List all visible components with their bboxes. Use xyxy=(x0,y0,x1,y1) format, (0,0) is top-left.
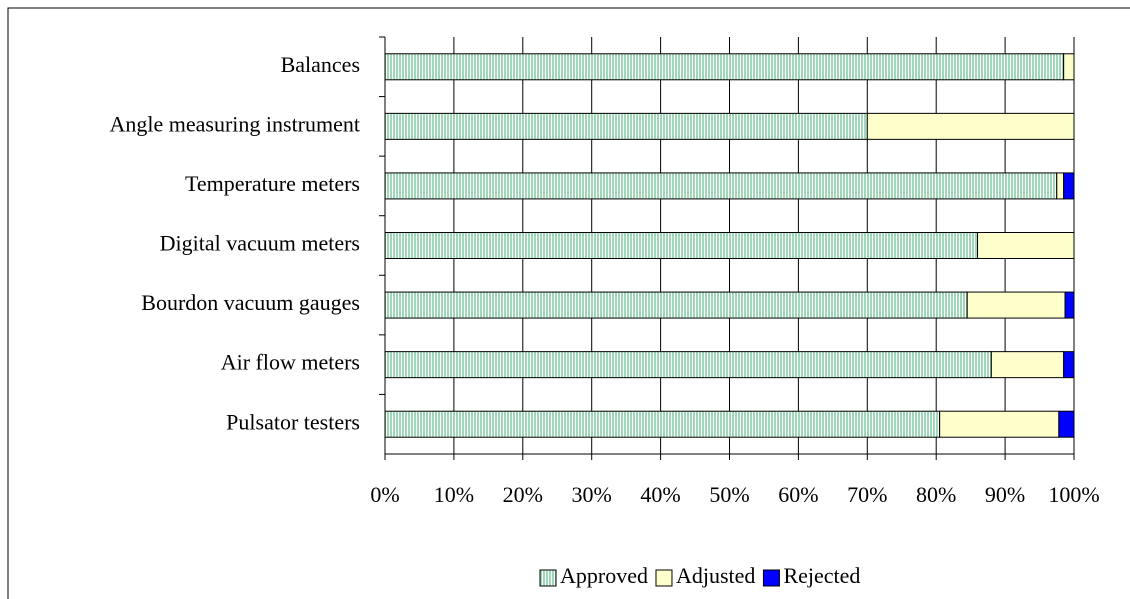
bar-segment xyxy=(1063,172,1075,200)
bar-segment xyxy=(384,351,992,379)
bar-segment xyxy=(866,112,1075,140)
bar-segment xyxy=(384,291,968,319)
y-tick-label: Balances xyxy=(281,52,360,77)
x-tick-label: 10% xyxy=(434,482,474,507)
y-tick-label: Pulsator testers xyxy=(226,409,360,434)
legend-label: Rejected xyxy=(783,563,860,588)
bar-segment xyxy=(977,232,1075,259)
bar-segment xyxy=(939,410,1060,438)
bar-segment xyxy=(384,112,868,140)
x-tick-label: 40% xyxy=(640,482,680,507)
bar-segment xyxy=(966,291,1066,319)
x-tick-label: 30% xyxy=(572,482,612,507)
legend-swatch xyxy=(539,569,557,587)
bar-segment xyxy=(384,410,941,438)
legend-swatch xyxy=(762,569,780,587)
bar-segment xyxy=(1056,172,1065,200)
x-tick-label: 60% xyxy=(778,482,818,507)
bar-segment xyxy=(384,172,1058,200)
bar-segment xyxy=(990,351,1065,379)
legend-swatch xyxy=(655,569,673,587)
chart-frame xyxy=(7,7,1130,599)
y-tick-label: Angle measuring instrument xyxy=(109,111,360,136)
x-tick-label: 90% xyxy=(985,482,1025,507)
x-tick-label: 20% xyxy=(503,482,543,507)
x-tick-label: 100% xyxy=(1048,482,1099,507)
y-tick-label: Digital vacuum meters xyxy=(160,231,360,256)
x-tick-label: 0% xyxy=(370,482,399,507)
bar-segment xyxy=(384,232,979,259)
y-tick-label: Bourdon vacuum gauges xyxy=(141,290,360,315)
y-tick-label: Air flow meters xyxy=(221,350,360,375)
bar-segment xyxy=(384,53,1065,81)
bar-segment xyxy=(1058,410,1075,438)
legend-label: Adjusted xyxy=(676,563,755,588)
bar-segment xyxy=(1064,291,1075,319)
x-tick-label: 80% xyxy=(916,482,956,507)
legend-label: Approved xyxy=(560,563,648,588)
bar-segment xyxy=(1063,351,1075,379)
bar-segment xyxy=(1063,53,1075,81)
y-tick-label: Temperature meters xyxy=(185,171,360,196)
x-tick-label: 70% xyxy=(847,482,887,507)
x-tick-label: 50% xyxy=(709,482,749,507)
